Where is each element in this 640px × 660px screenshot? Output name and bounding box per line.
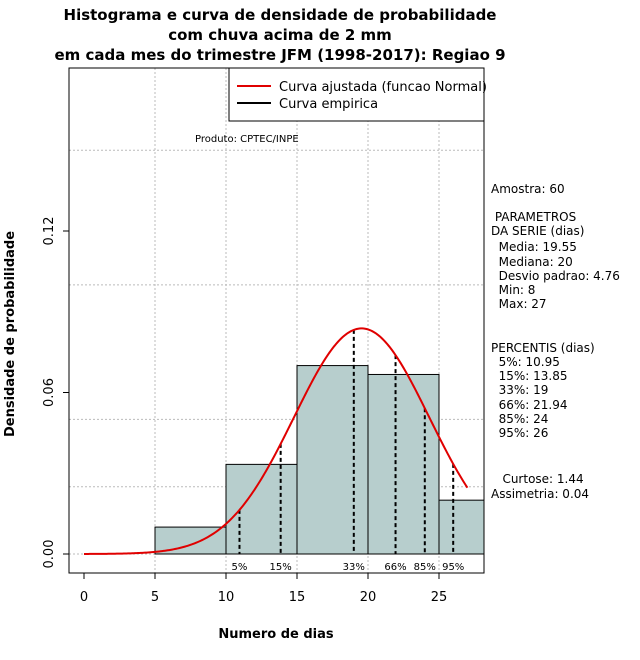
- stat-parametros-title-2: DA SERIE (dias): [491, 224, 585, 238]
- legend: Curva ajustada (funcao Normal) Curva emp…: [228, 67, 487, 122]
- stat-curtose: Curtose: 1.44: [491, 472, 584, 486]
- x-tick-label: 15: [289, 590, 306, 605]
- stat-p15: 15%: 13.85: [491, 369, 568, 383]
- x-tick-label: 20: [360, 590, 377, 605]
- stat-media: Media: 19.55: [491, 240, 577, 254]
- x-tick-label: 25: [431, 590, 448, 605]
- stat-max: Max: 27: [491, 297, 547, 311]
- legend-label-empirical: Curva empirica: [279, 97, 378, 112]
- percentile-label: 66%: [384, 562, 406, 573]
- percentile-label: 33%: [343, 562, 365, 573]
- y-axis-label: Densidade de probabilidade: [3, 231, 18, 437]
- histogram-bar: [154, 526, 227, 555]
- percentile-label: 5%: [232, 562, 248, 573]
- stat-desvio: Desvio padrao: 4.76: [491, 269, 620, 283]
- stat-p85: 85%: 24: [491, 412, 549, 426]
- percentile-label: 15%: [270, 562, 292, 573]
- x-axis-label: Numero de dias: [218, 627, 334, 642]
- stat-mediana: Mediana: 20: [491, 255, 573, 269]
- y-tick-label: 0.06: [42, 378, 57, 407]
- chart-title-line-3: em cada mes do trimestre JFM (1998-2017)…: [54, 46, 506, 64]
- stat-p5: 5%: 10.95: [491, 355, 560, 369]
- legend-box: [228, 67, 485, 122]
- product-annotation: Produto: CPTEC/INPE: [195, 134, 299, 145]
- stat-percentis-title: PERCENTIS (dias): [491, 341, 595, 355]
- x-tick-label: 0: [80, 590, 88, 605]
- axes: 0 5 10 15 20 25 0.00 0.06 0.12: [42, 217, 447, 605]
- stat-p66: 66%: 21.94: [491, 398, 568, 412]
- stat-parametros-title-1: PARAMETROS: [491, 210, 577, 224]
- histogram-bar: [367, 373, 440, 555]
- percentile-label: 95%: [442, 562, 464, 573]
- stat-min: Min: 8: [491, 283, 536, 297]
- percentile-markers: 5% 15% 33% 66% 85% 95%: [232, 329, 464, 573]
- chart-title-line-2: com chuva acima de 2 mm: [168, 26, 392, 44]
- stat-amostra: Amostra: 60: [491, 182, 565, 196]
- histogram-bar: [296, 365, 369, 555]
- percentile-label: 85%: [414, 562, 436, 573]
- histogram-bars: [154, 365, 485, 555]
- normal-curve: [84, 327, 469, 555]
- stat-assimetria: Assimetria: 0.04: [491, 487, 590, 501]
- stat-p33: 33%: 19: [491, 383, 549, 397]
- legend-label-fitted: Curva ajustada (funcao Normal): [279, 80, 487, 95]
- y-tick-label: 0.00: [42, 540, 57, 569]
- stat-p95: 95%: 26: [491, 426, 549, 440]
- histogram-bar: [438, 499, 485, 555]
- chart-title-line-1: Histograma e curva de densidade de proba…: [63, 6, 497, 24]
- x-tick-label: 10: [218, 590, 235, 605]
- x-tick-label: 5: [151, 590, 159, 605]
- y-tick-label: 0.12: [42, 217, 57, 246]
